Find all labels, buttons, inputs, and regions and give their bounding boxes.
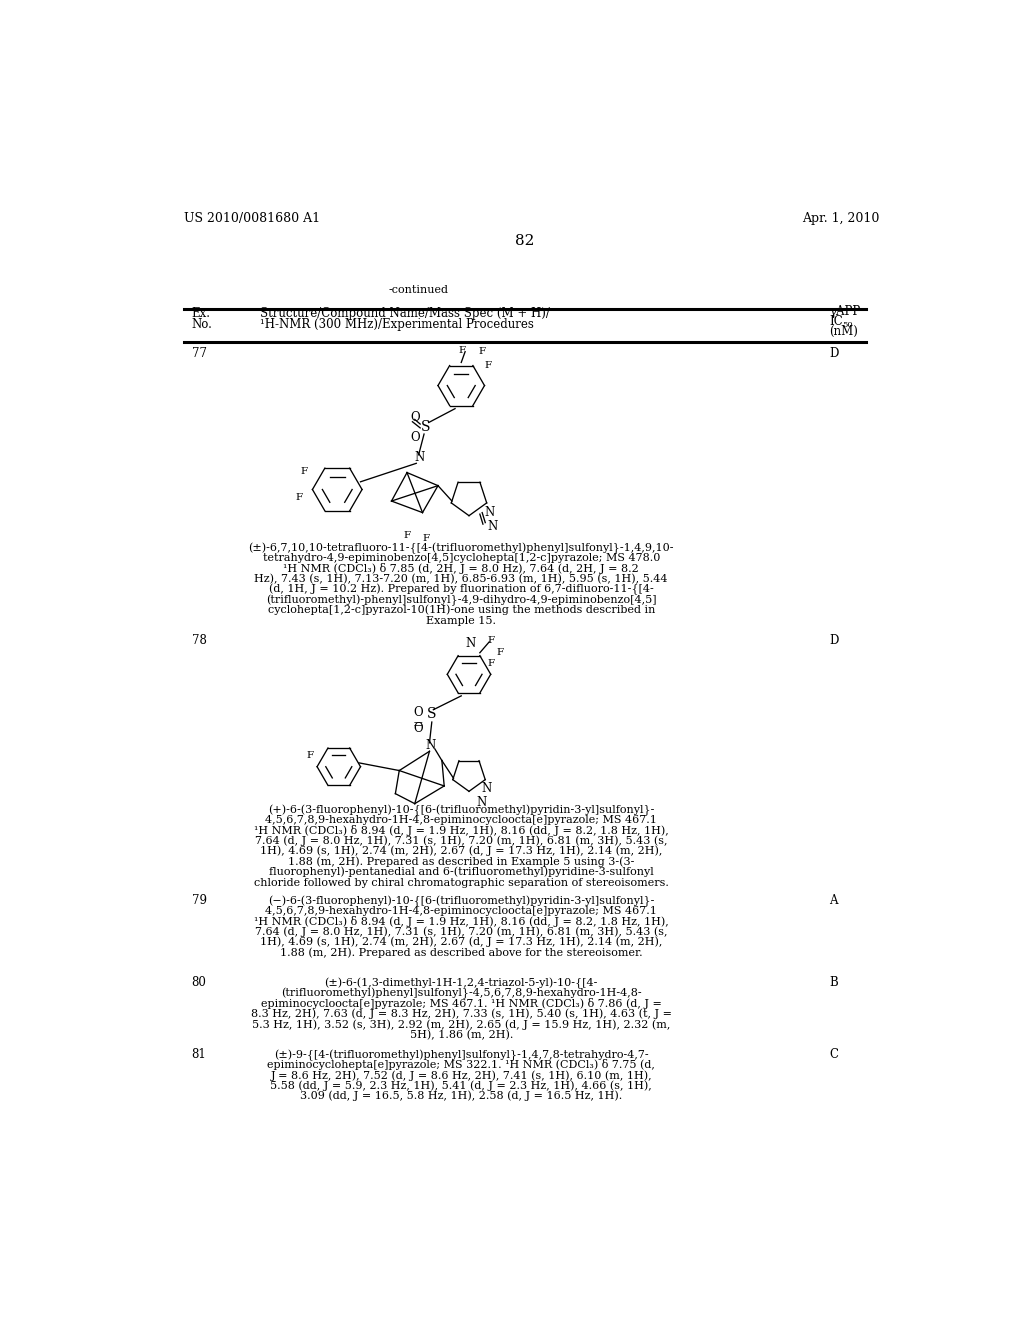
Text: epiminocyclohepta[e]pyrazole; MS 322.1. ¹H NMR (CDCl₃) δ 7.75 (d,: epiminocyclohepta[e]pyrazole; MS 322.1. … bbox=[267, 1059, 655, 1071]
Text: N: N bbox=[481, 781, 492, 795]
Text: 1H), 4.69 (s, 1H), 2.74 (m, 2H), 2.67 (d, J = 17.3 Hz, 1H), 2.14 (m, 2H),: 1H), 4.69 (s, 1H), 2.74 (m, 2H), 2.67 (d… bbox=[260, 937, 663, 948]
Text: F: F bbox=[487, 659, 495, 668]
Text: O: O bbox=[414, 706, 423, 719]
Text: F: F bbox=[295, 492, 302, 502]
Text: 80: 80 bbox=[191, 977, 207, 989]
Text: F: F bbox=[306, 751, 313, 760]
Text: F: F bbox=[423, 533, 430, 543]
Text: epiminocycloocta[e]pyrazole; MS 467.1. ¹H NMR (CDCl₃) δ 7.86 (d, J =: epiminocycloocta[e]pyrazole; MS 467.1. ¹… bbox=[261, 998, 662, 1008]
Text: O: O bbox=[414, 722, 423, 735]
Text: D: D bbox=[829, 634, 839, 647]
Text: IC: IC bbox=[829, 314, 843, 327]
Text: D: D bbox=[829, 347, 839, 360]
Text: O: O bbox=[410, 411, 420, 424]
Text: N: N bbox=[426, 739, 436, 751]
Text: (±)-6,7,10,10-tetrafluoro-11-{[4-(trifluoromethyl)phenyl]sulfonyl}-1,4,9,10-: (±)-6,7,10,10-tetrafluoro-11-{[4-(triflu… bbox=[249, 543, 674, 554]
Text: 82: 82 bbox=[515, 234, 535, 248]
Text: (±)-9-{[4-(trifluoromethyl)phenyl]sulfonyl}-1,4,7,8-tetrahydro-4,7-: (±)-9-{[4-(trifluoromethyl)phenyl]sulfon… bbox=[274, 1049, 648, 1060]
Text: 5.3 Hz, 1H), 3.52 (s, 3H), 2.92 (m, 2H), 2.65 (d, J = 15.9 Hz, 1H), 2.32 (m,: 5.3 Hz, 1H), 3.52 (s, 3H), 2.92 (m, 2H),… bbox=[252, 1019, 671, 1030]
Text: Apr. 1, 2010: Apr. 1, 2010 bbox=[802, 211, 880, 224]
Text: (trifluoromethyl)phenyl]sulfonyl}-4,5,6,7,8,9-hexahydro-1H-4,8-: (trifluoromethyl)phenyl]sulfonyl}-4,5,6,… bbox=[281, 987, 642, 999]
Text: F: F bbox=[478, 347, 485, 356]
Text: ¹H NMR (CDCl₃) δ 7.85 (d, 2H, J = 8.0 Hz), 7.64 (d, 2H, J = 8.2: ¹H NMR (CDCl₃) δ 7.85 (d, 2H, J = 8.0 Hz… bbox=[284, 562, 639, 574]
Text: fluorophenyl)-pentanedial and 6-(trifluoromethyl)pyridine-3-sulfonyl: fluorophenyl)-pentanedial and 6-(trifluo… bbox=[269, 867, 653, 878]
Text: F: F bbox=[497, 648, 504, 657]
Text: N: N bbox=[415, 450, 425, 463]
Text: (+)-6-(3-fluorophenyl)-10-{[6-(trifluoromethyl)pyridin-3-yl]sulfonyl}-: (+)-6-(3-fluorophenyl)-10-{[6-(trifluoro… bbox=[268, 804, 654, 816]
Text: F: F bbox=[484, 362, 492, 370]
Text: 1H), 4.69 (s, 1H), 2.74 (m, 2H), 2.67 (d, J = 17.3 Hz, 1H), 2.14 (m, 2H),: 1H), 4.69 (s, 1H), 2.74 (m, 2H), 2.67 (d… bbox=[260, 846, 663, 857]
Text: cyclohepta[1,2-c]pyrazol-10(1H)-one using the methods described in: cyclohepta[1,2-c]pyrazol-10(1H)-one usin… bbox=[267, 605, 655, 615]
Text: 4,5,6,7,8,9-hexahydro-1H-4,8-epiminocycloocta[e]pyrazole; MS 467.1: 4,5,6,7,8,9-hexahydro-1H-4,8-epiminocycl… bbox=[265, 816, 657, 825]
Text: US 2010/0081680 A1: US 2010/0081680 A1 bbox=[183, 211, 319, 224]
Text: Ex.: Ex. bbox=[191, 308, 211, 319]
Text: F: F bbox=[459, 346, 466, 355]
Text: N: N bbox=[466, 638, 476, 649]
Text: 1.88 (m, 2H). Prepared as described in Example 5 using 3-(3-: 1.88 (m, 2H). Prepared as described in E… bbox=[288, 857, 635, 867]
Text: 8.3 Hz, 2H), 7.63 (d, J = 8.3 Hz, 2H), 7.33 (s, 1H), 5.40 (s, 1H), 4.63 (t, J =: 8.3 Hz, 2H), 7.63 (d, J = 8.3 Hz, 2H), 7… bbox=[251, 1008, 672, 1019]
Text: Example 15.: Example 15. bbox=[426, 616, 497, 626]
Text: 77: 77 bbox=[191, 347, 207, 360]
Text: N: N bbox=[484, 506, 495, 519]
Text: (−)-6-(3-fluorophenyl)-10-{[6-(trifluoromethyl)pyridin-3-yl]sulfonyl}-: (−)-6-(3-fluorophenyl)-10-{[6-(trifluoro… bbox=[268, 895, 654, 907]
Text: ¹H NMR (CDCl₃) δ 8.94 (d, J = 1.9 Hz, 1H), 8.16 (dd, J = 8.2, 1.8 Hz, 1H),: ¹H NMR (CDCl₃) δ 8.94 (d, J = 1.9 Hz, 1H… bbox=[254, 825, 669, 836]
Text: C: C bbox=[829, 1048, 839, 1061]
Text: 7.64 (d, J = 8.0 Hz, 1H), 7.31 (s, 1H), 7.20 (m, 1H), 6.81 (m, 3H), 5.43 (s,: 7.64 (d, J = 8.0 Hz, 1H), 7.31 (s, 1H), … bbox=[255, 927, 668, 937]
Text: γAPP: γAPP bbox=[829, 305, 860, 318]
Text: O: O bbox=[410, 430, 420, 444]
Text: N: N bbox=[487, 520, 498, 533]
Text: 1.88 (m, 2H). Prepared as described above for the stereoisomer.: 1.88 (m, 2H). Prepared as described abov… bbox=[280, 948, 643, 958]
Text: ¹H-NMR (300 MHz)/Experimental Procedures: ¹H-NMR (300 MHz)/Experimental Procedures bbox=[260, 318, 534, 331]
Text: Hz), 7.43 (s, 1H), 7.13-7.20 (m, 1H), 6.85-6.93 (m, 1H), 5.95 (s, 1H), 5.44: Hz), 7.43 (s, 1H), 7.13-7.20 (m, 1H), 6.… bbox=[255, 574, 668, 585]
Text: -continued: -continued bbox=[389, 285, 449, 296]
Text: (±)-6-(1,3-dimethyl-1H-1,2,4-triazol-5-yl)-10-{[4-: (±)-6-(1,3-dimethyl-1H-1,2,4-triazol-5-y… bbox=[325, 978, 598, 989]
Text: N: N bbox=[477, 796, 487, 809]
Text: S: S bbox=[421, 420, 430, 434]
Text: B: B bbox=[829, 977, 838, 989]
Text: 50: 50 bbox=[842, 321, 852, 329]
Text: 78: 78 bbox=[191, 634, 207, 647]
Text: (nM): (nM) bbox=[829, 325, 858, 338]
Text: 3.09 (dd, J = 16.5, 5.8 Hz, 1H), 2.58 (d, J = 16.5 Hz, 1H).: 3.09 (dd, J = 16.5, 5.8 Hz, 1H), 2.58 (d… bbox=[300, 1090, 623, 1101]
Text: =: = bbox=[413, 718, 423, 731]
Text: (d, 1H, J = 10.2 Hz). Prepared by fluorination of 6,7-difluoro-11-{[4-: (d, 1H, J = 10.2 Hz). Prepared by fluori… bbox=[269, 585, 653, 595]
Text: J = 8.6 Hz, 2H), 7.52 (d, J = 8.6 Hz, 2H), 7.41 (s, 1H), 6.10 (m, 1H),: J = 8.6 Hz, 2H), 7.52 (d, J = 8.6 Hz, 2H… bbox=[270, 1071, 652, 1081]
Text: No.: No. bbox=[191, 318, 212, 331]
Text: (trifluoromethyl)-phenyl]sulfonyl}-4,9-dihydro-4,9-epiminobenzo[4,5]: (trifluoromethyl)-phenyl]sulfonyl}-4,9-d… bbox=[266, 594, 656, 606]
Text: 81: 81 bbox=[191, 1048, 206, 1061]
Text: chloride followed by chiral chromatographic separation of stereoisomers.: chloride followed by chiral chromatograp… bbox=[254, 878, 669, 887]
Text: tetrahydro-4,9-epiminobenzo[4,5]cyclohepta[1,2-c]pyrazole; MS 478.0: tetrahydro-4,9-epiminobenzo[4,5]cyclohep… bbox=[262, 553, 659, 564]
Text: 4,5,6,7,8,9-hexahydro-1H-4,8-epiminocycloocta[e]pyrazole; MS 467.1: 4,5,6,7,8,9-hexahydro-1H-4,8-epiminocycl… bbox=[265, 906, 657, 916]
Text: F: F bbox=[403, 531, 411, 540]
Text: A: A bbox=[829, 894, 838, 907]
Text: Structure/Compound Name/Mass Spec (M + H)/: Structure/Compound Name/Mass Spec (M + H… bbox=[260, 308, 550, 319]
Text: 7.64 (d, J = 8.0 Hz, 1H), 7.31 (s, 1H), 7.20 (m, 1H), 6.81 (m, 3H), 5.43 (s,: 7.64 (d, J = 8.0 Hz, 1H), 7.31 (s, 1H), … bbox=[255, 836, 668, 846]
Text: F: F bbox=[487, 636, 495, 645]
Text: 79: 79 bbox=[191, 894, 207, 907]
Text: F: F bbox=[300, 466, 307, 475]
Text: 5.58 (dd, J = 5.9, 2.3 Hz, 1H), 5.41 (d, J = 2.3 Hz, 1H), 4.66 (s, 1H),: 5.58 (dd, J = 5.9, 2.3 Hz, 1H), 5.41 (d,… bbox=[270, 1080, 652, 1090]
Text: ¹H NMR (CDCl₃) δ 8.94 (d, J = 1.9 Hz, 1H), 8.16 (dd, J = 8.2, 1.8 Hz, 1H),: ¹H NMR (CDCl₃) δ 8.94 (d, J = 1.9 Hz, 1H… bbox=[254, 916, 669, 927]
Text: S: S bbox=[427, 708, 436, 721]
Text: 5H), 1.86 (m, 2H).: 5H), 1.86 (m, 2H). bbox=[410, 1030, 513, 1040]
